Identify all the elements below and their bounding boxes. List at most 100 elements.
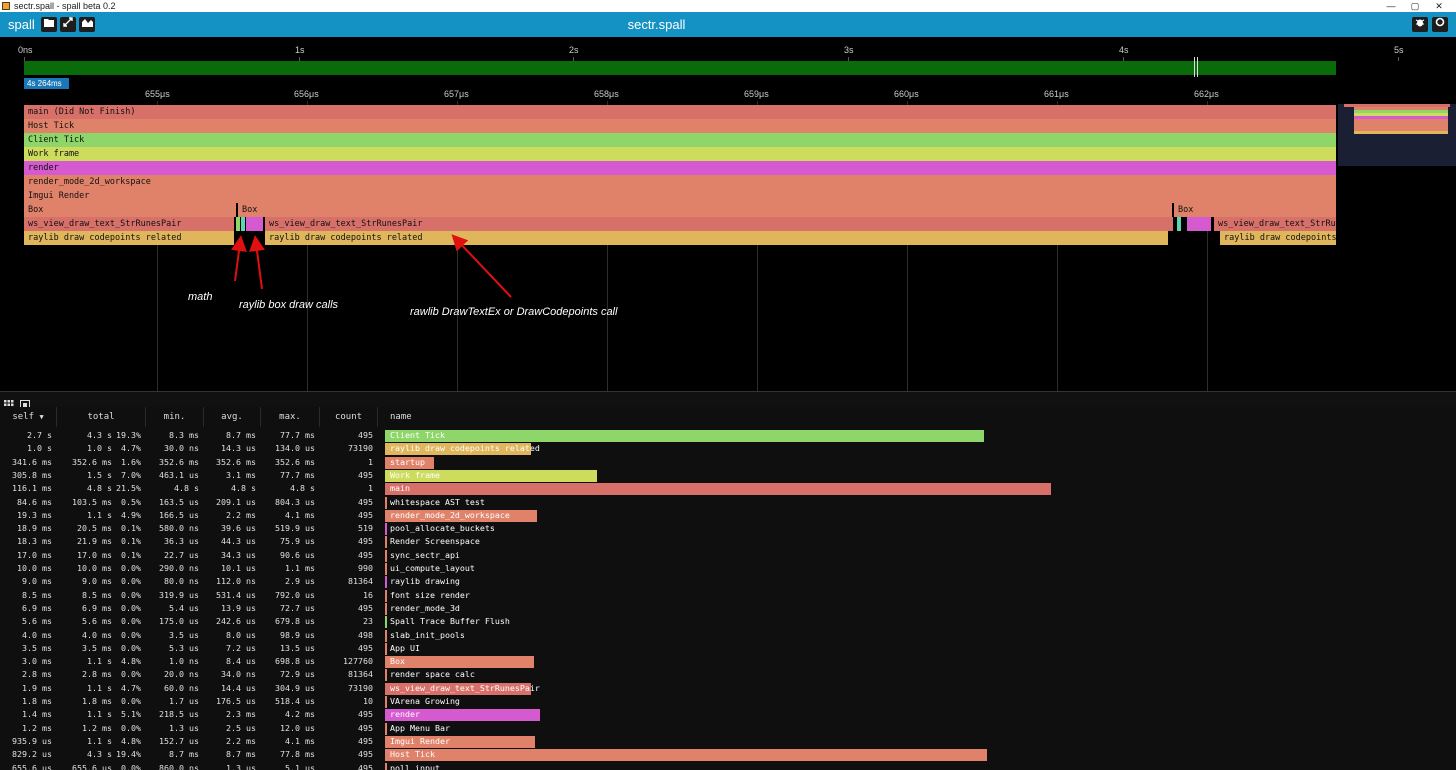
col-count-header[interactable]: count: [320, 407, 378, 427]
stats-cell-self: 3.5 ms: [22, 642, 52, 653]
stats-cell-name: VArena Growing: [390, 696, 460, 706]
stats-row[interactable]: 8.5 ms 8.5 ms 0.0% 319.9 us 531.4 us 792.0 us…: [0, 589, 1456, 602]
flame-box[interactable]: Box: [24, 203, 236, 217]
stats-row[interactable]: 1.9 ms 1.1 s 4.7% 60.0 ns 14.4 us 304.9 us 731…: [0, 682, 1456, 695]
flame-ws-view-draw-text[interactable]: ws_view_draw_text_StrRun…: [1214, 217, 1336, 231]
stats-cell-count: 10: [363, 696, 373, 706]
flame-box[interactable]: Box: [1174, 203, 1336, 217]
stats-cell-name: Spall Trace Buffer Flush: [390, 616, 510, 627]
stats-cell-name: whitespace AST test: [390, 496, 485, 507]
selection-duration-badge: 4s 264ms: [24, 78, 69, 89]
open-folder-icon[interactable]: [41, 17, 57, 32]
flame-ws-view-draw-text[interactable]: ws_view_draw_text_StrRunesPair: [24, 217, 234, 231]
stats-cell-self: 655.6 us: [12, 762, 52, 770]
flame-raylib-draw-codepoints[interactable]: raylib draw codepoints…: [1220, 231, 1336, 245]
flame-math[interactable]: [1177, 217, 1181, 231]
stats-row[interactable]: 5.6 ms 5.6 ms 0.0% 175.0 us 242.6 us 679.8 us…: [0, 615, 1456, 629]
stats-cell-count: 495: [358, 509, 373, 520]
stats-cell-avg: 352.6 ms: [216, 456, 256, 467]
stats-row[interactable]: 655.6 us 655.6 us 0.0% 860.0 ns 1.3 us 5.1 us…: [0, 762, 1456, 770]
flame-row-client-tick[interactable]: Client Tick: [24, 133, 1336, 147]
app-icon: [2, 2, 10, 10]
stats-row-bar: [385, 589, 387, 602]
stats-row-bar: [385, 722, 387, 735]
stats-row[interactable]: 3.5 ms 3.5 ms 0.0% 5.3 us 7.2 us 13.5 us 495 Ap…: [0, 642, 1456, 655]
expand-icon[interactable]: [60, 17, 76, 32]
col-min-header[interactable]: min.: [146, 407, 204, 427]
flame-row-work-frame[interactable]: Work frame: [24, 147, 1336, 161]
stats-row[interactable]: 19.3 ms 1.1 s 4.9% 166.5 us 2.2 ms 4.1 ms 495 r…: [0, 509, 1456, 522]
flame-raylib-box-draw[interactable]: [1187, 217, 1211, 231]
timeline-view[interactable]: 0ns 1s 2s 3s 4s 5s 4s 264ms 655μs 656μs …: [0, 37, 1456, 391]
maximize-icon[interactable]: ▢: [1410, 1, 1420, 11]
stats-cell-total: 1.1 s: [87, 735, 112, 746]
flame-row-render[interactable]: render: [24, 161, 1336, 175]
stats-row[interactable]: 1.0 s 1.0 s 4.7% 30.0 ns 14.3 us 134.0 us 7319…: [0, 442, 1456, 456]
flame-ws-view-draw-text[interactable]: ws_view_draw_text_StrRunesPair: [265, 217, 1173, 231]
stats-row[interactable]: 1.4 ms 1.1 s 5.1% 218.5 us 2.3 ms 4.2 ms 495 re…: [0, 708, 1456, 722]
stats-row[interactable]: 18.3 ms 21.9 ms 0.1% 36.3 us 44.3 us 75.9 us 4…: [0, 535, 1456, 549]
app-toolbar: spall sectr.spall: [0, 12, 1456, 37]
minimap[interactable]: [1338, 104, 1456, 166]
ruler-tick: 0ns: [18, 45, 33, 55]
col-max-header[interactable]: max.: [261, 407, 320, 427]
flame-raylib-box-draw[interactable]: [246, 217, 263, 231]
flame-math[interactable]: [236, 217, 240, 231]
stats-cell-self: 84.6 ms: [17, 496, 52, 507]
annotation-text-draw-call: rawlib DrawTextEx or DrawCodepoints call: [410, 306, 618, 318]
flame-math[interactable]: [241, 217, 245, 231]
col-avg-header[interactable]: avg.: [204, 407, 261, 427]
stats-row[interactable]: 1.2 ms 1.2 ms 0.0% 1.3 us 2.5 us 12.0 us 495 Ap…: [0, 722, 1456, 735]
col-total-header[interactable]: total: [57, 407, 146, 427]
stats-cell-name: startup: [390, 456, 425, 467]
stats-cell-name: Box: [390, 656, 405, 667]
stats-row[interactable]: 9.0 ms 9.0 ms 0.0% 80.0 ns 112.0 ns 2.9 us 813…: [0, 575, 1456, 589]
stats-row[interactable]: 2.8 ms 2.8 ms 0.0% 20.0 ns 34.0 ns 72.9 us 813…: [0, 668, 1456, 682]
col-name-header[interactable]: name: [390, 412, 412, 422]
flame-row-render-mode-2d[interactable]: render_mode_2d_workspace: [24, 175, 1336, 189]
flame-raylib-draw-codepoints[interactable]: raylib draw codepoints related: [24, 231, 234, 245]
flame-row-main[interactable]: main (Did Not Finish): [24, 105, 1336, 119]
minimize-icon[interactable]: —: [1386, 1, 1396, 11]
bug-icon[interactable]: [1412, 17, 1428, 32]
stats-cell-count: 81364: [348, 576, 373, 587]
col-self-header[interactable]: self ▼: [0, 407, 57, 427]
stats-cell-percent: 0.0%: [121, 722, 141, 733]
stats-row-bar: [385, 509, 537, 522]
stats-row-bar: [385, 496, 387, 509]
stats-row[interactable]: 305.8 ms 1.5 s 7.0% 463.1 us 3.1 ms 77.7 ms 49…: [0, 469, 1456, 482]
stats-row[interactable]: 4.0 ms 4.0 ms 0.0% 3.5 us 8.0 us 98.9 us 498 sl…: [0, 629, 1456, 642]
stats-row[interactable]: 935.9 us 1.1 s 4.8% 152.7 us 2.2 ms 4.1 ms 495…: [0, 735, 1456, 748]
stats-cell-percent: 21.5%: [116, 483, 141, 494]
stats-cell-count: 1: [368, 456, 373, 467]
stats-row[interactable]: 84.6 ms 103.5 ms 0.5% 163.5 us 209.1 us 804.3…: [0, 496, 1456, 509]
close-icon[interactable]: ✕: [1435, 1, 1443, 11]
flame-row-host-tick[interactable]: Host Tick: [24, 119, 1336, 133]
chart-icon[interactable]: [79, 17, 95, 32]
grid-view-icon[interactable]: [4, 395, 14, 410]
stats-row[interactable]: 6.9 ms 6.9 ms 0.0% 5.4 us 13.9 us 72.7 us 495 r…: [0, 602, 1456, 615]
flame-row-imgui-render[interactable]: Imgui Render: [24, 189, 1336, 203]
stats-cell-avg: 1.3 us: [226, 762, 256, 770]
annotation-arrows: [231, 234, 512, 298]
stats-cell-name: font size render: [390, 589, 470, 600]
stats-cell-name: slab_init_pools: [390, 629, 465, 640]
flame-raylib-draw-codepoints[interactable]: raylib draw codepoints related: [265, 231, 1168, 245]
stats-cell-total: 2.8 ms: [82, 669, 112, 680]
stats-cell-min: 1.0 ns: [169, 656, 199, 667]
stats-view-icon[interactable]: [20, 395, 30, 410]
stats-row[interactable]: 3.0 ms 1.1 s 4.8% 1.0 ns 8.4 us 698.8 us 12776…: [0, 655, 1456, 669]
stats-row[interactable]: 2.7 s 4.3 s 19.3% 8.3 ms 8.7 ms 77.7 ms 495 Cli…: [0, 429, 1456, 442]
stats-row[interactable]: 18.9 ms 20.5 ms 0.1% 580.0 ns 39.6 us 519.9 u…: [0, 522, 1456, 536]
stats-row[interactable]: 829.2 us 4.3 s 19.4% 8.7 ms 8.7 ms 77.8 ms 495…: [0, 748, 1456, 762]
stats-row[interactable]: 1.8 ms 1.8 ms 0.0% 1.7 us 176.5 us 518.4 us 10…: [0, 695, 1456, 708]
stats-cell-name: render: [390, 709, 420, 720]
overview-track[interactable]: [24, 61, 1336, 75]
stats-row[interactable]: 10.0 ms 10.0 ms 0.0% 290.0 ns 10.1 us 1.1 ms 9…: [0, 562, 1456, 575]
stats-cell-total: 10.0 ms: [77, 563, 112, 573]
stats-row[interactable]: 341.6 ms 352.6 ms 1.6% 352.6 ms 352.6 ms 352.…: [0, 456, 1456, 469]
theme-toggle-icon[interactable]: [1432, 17, 1448, 32]
stats-row[interactable]: 17.0 ms 17.0 ms 0.1% 22.7 us 34.3 us 90.6 us 4…: [0, 549, 1456, 562]
stats-row[interactable]: 116.1 ms 4.8 s 21.5% 4.8 s 4.8 s 4.8 s 1 main: [0, 482, 1456, 496]
flame-box[interactable]: Box: [238, 203, 1172, 217]
